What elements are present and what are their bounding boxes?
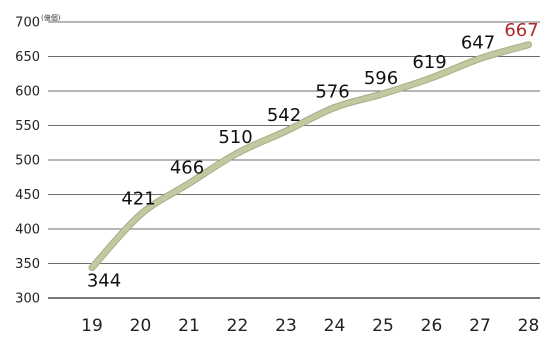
data-label-23: 542 bbox=[267, 105, 301, 126]
y-tick-label-450: 450 bbox=[15, 188, 40, 203]
data-labels: 344 421 466 510 542 576 596 619 647 667 bbox=[87, 20, 539, 292]
y-tick-label-500: 500 bbox=[15, 154, 40, 169]
data-point-22 bbox=[235, 150, 240, 156]
data-label-19: 344 bbox=[87, 271, 121, 292]
data-point-25 bbox=[380, 91, 386, 96]
x-tick-label-28: 28 bbox=[518, 316, 540, 336]
x-tick-label-24: 24 bbox=[324, 316, 346, 336]
y-tick-label-600: 600 bbox=[15, 85, 40, 100]
data-label-24: 576 bbox=[315, 82, 349, 103]
y-tick-label-300: 300 bbox=[15, 292, 40, 307]
data-point-23 bbox=[283, 128, 289, 134]
data-label-25: 596 bbox=[364, 68, 398, 89]
x-tick-label-25: 25 bbox=[372, 316, 394, 336]
data-point-19 bbox=[89, 265, 95, 270]
y-axis-ticks: 300 350 400 450 500 550 600 650 700 bbox=[15, 16, 40, 307]
data-label-26: 619 bbox=[412, 52, 446, 73]
data-label-21: 466 bbox=[170, 157, 204, 178]
series-line bbox=[89, 42, 531, 271]
y-tick-label-350: 350 bbox=[15, 257, 40, 272]
series-line-outline bbox=[88, 41, 532, 272]
x-tick-label-19: 19 bbox=[81, 316, 103, 336]
y-tick-label-650: 650 bbox=[15, 50, 40, 65]
x-tick-label-22: 22 bbox=[227, 316, 249, 336]
y-tick-label-700: 700 bbox=[15, 16, 40, 31]
data-label-27: 647 bbox=[461, 33, 495, 54]
data-label-28: 667 bbox=[504, 20, 538, 41]
data-point-24 bbox=[332, 105, 337, 110]
data-point-20 bbox=[138, 212, 143, 217]
x-tick-label-23: 23 bbox=[275, 316, 297, 336]
data-point-27 bbox=[477, 56, 483, 61]
y-tick-label-400: 400 bbox=[15, 223, 40, 238]
x-tick-label-26: 26 bbox=[421, 316, 443, 336]
data-point-26 bbox=[429, 75, 434, 81]
x-tick-label-20: 20 bbox=[130, 316, 152, 336]
data-label-22: 510 bbox=[218, 127, 252, 148]
x-tick-label-21: 21 bbox=[178, 316, 200, 336]
x-tick-label-27: 27 bbox=[469, 316, 491, 336]
y-axis-unit-label: (億個) bbox=[41, 13, 61, 22]
data-point-28 bbox=[526, 42, 531, 47]
x-axis-ticks: 19 20 21 22 23 24 25 26 27 28 bbox=[81, 316, 539, 336]
y-tick-label-550: 550 bbox=[15, 119, 40, 134]
data-label-20: 421 bbox=[121, 189, 155, 210]
series-layer bbox=[88, 41, 532, 272]
data-point-21 bbox=[186, 181, 192, 186]
